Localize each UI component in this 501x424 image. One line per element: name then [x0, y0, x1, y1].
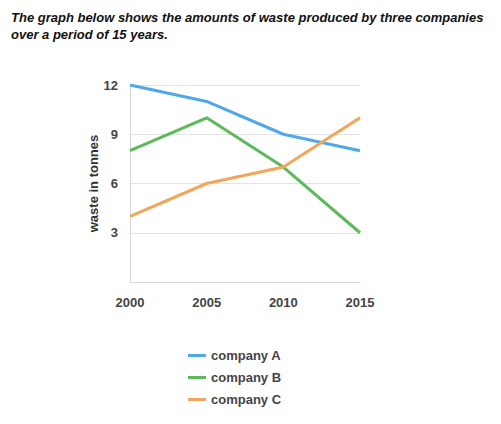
svg-text:waste in tonnes: waste in tonnes [86, 135, 101, 234]
svg-text:company A: company A [211, 348, 281, 363]
svg-text:12: 12 [104, 78, 118, 93]
svg-text:6: 6 [111, 176, 118, 191]
svg-text:3: 3 [111, 225, 118, 240]
svg-text:company B: company B [211, 370, 281, 385]
svg-text:2000: 2000 [116, 295, 145, 310]
svg-text:2005: 2005 [192, 295, 221, 310]
svg-text:2010: 2010 [269, 295, 298, 310]
svg-text:over a period of 15 years.: over a period of 15 years. [11, 27, 168, 42]
svg-text:2015: 2015 [346, 295, 375, 310]
svg-text:The graph below shows the amou: The graph below shows the amounts of was… [11, 10, 487, 25]
svg-text:9: 9 [111, 127, 118, 142]
svg-text:company C: company C [211, 392, 282, 407]
